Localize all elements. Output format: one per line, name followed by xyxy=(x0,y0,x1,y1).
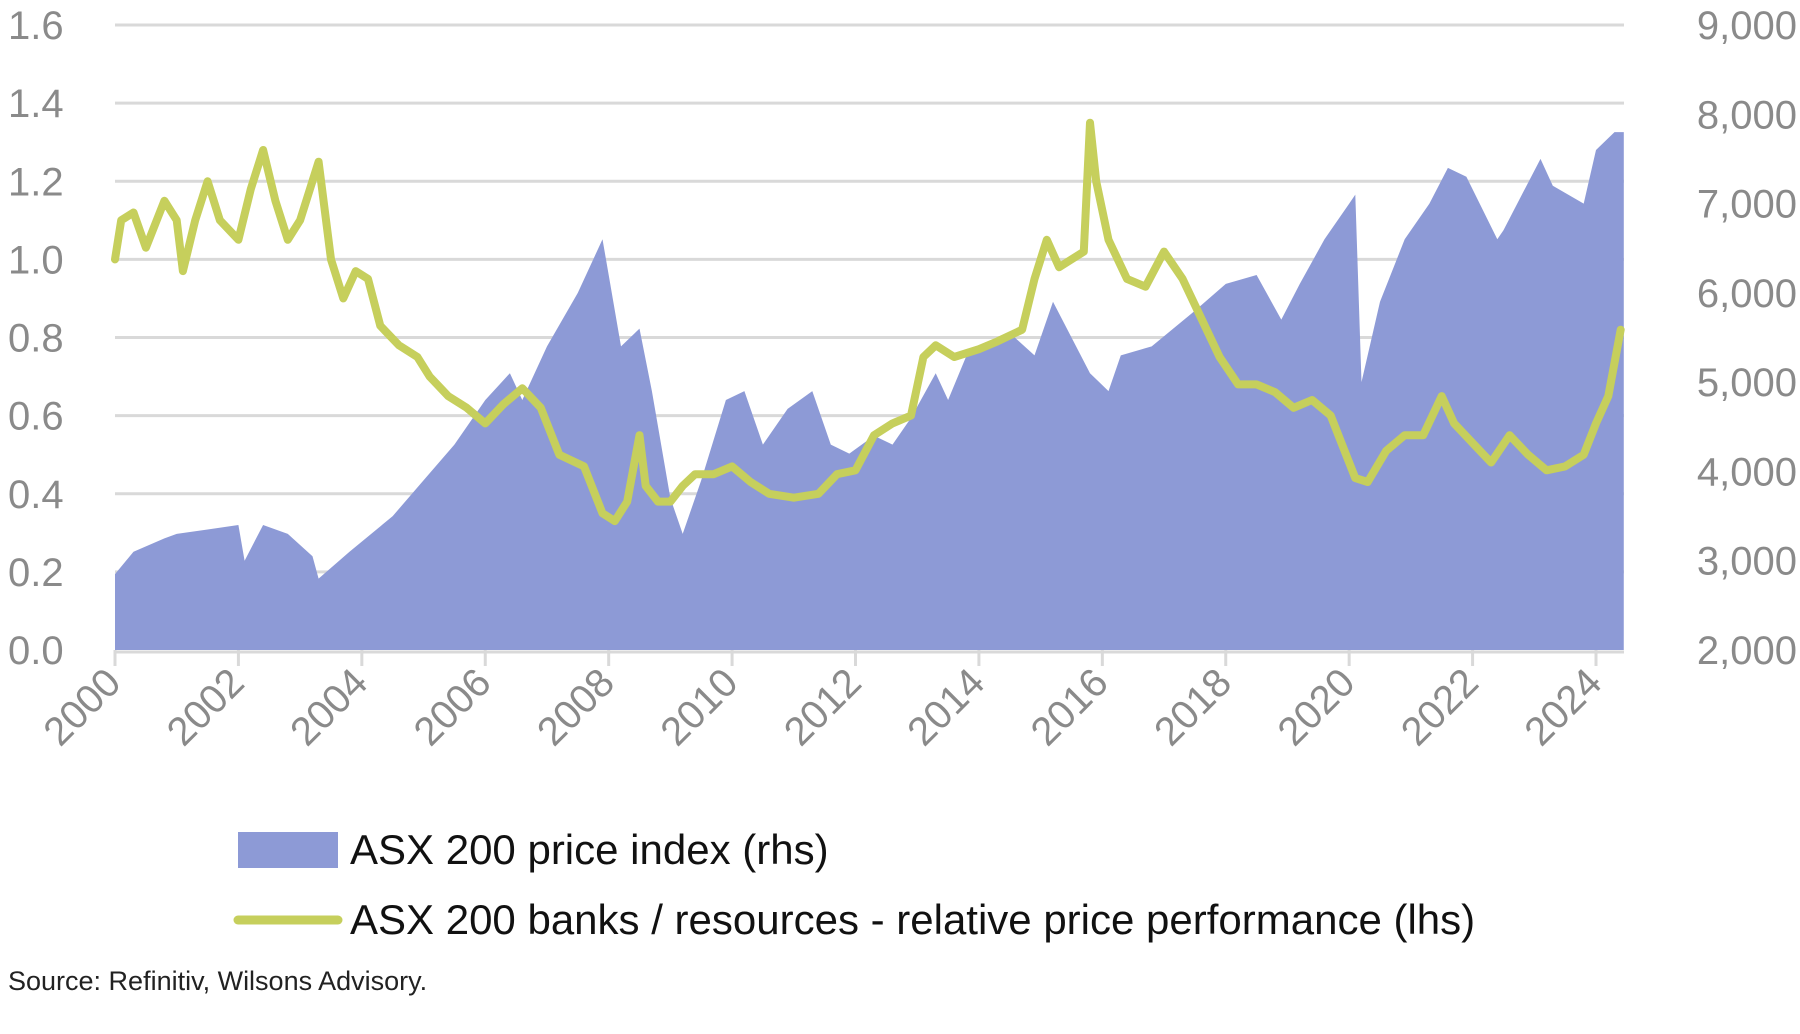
source-note: Source: Refinitiv, Wilsons Advisory. xyxy=(8,966,428,996)
y-left-tick-label: 0.0 xyxy=(8,629,64,673)
y-left-tick-label: 1.6 xyxy=(8,4,64,48)
y-left-tick-label: 0.4 xyxy=(8,473,64,517)
x-tick-label: 2012 xyxy=(776,660,870,754)
y-right-tick-label: 7,000 xyxy=(1697,183,1797,227)
y-left-tick-label: 0.8 xyxy=(8,317,64,361)
y-left-tick-label: 0.6 xyxy=(8,395,64,439)
x-tick-label: 2008 xyxy=(529,660,623,754)
y-left-tick-label: 0.2 xyxy=(8,551,64,595)
x-tick-label: 2024 xyxy=(1516,660,1610,754)
legend-label-area: ASX 200 price index (rhs) xyxy=(350,826,829,873)
y-right-tick-label: 3,000 xyxy=(1697,540,1797,584)
y-right-tick-label: 2,000 xyxy=(1697,629,1797,673)
y-right-tick-label: 6,000 xyxy=(1697,272,1797,316)
x-tick-label: 2010 xyxy=(652,660,746,754)
y-left-tick-label: 1.2 xyxy=(8,160,64,204)
legend-label-line: ASX 200 banks / resources - relative pri… xyxy=(350,896,1475,943)
asx200-area xyxy=(115,132,1624,651)
y-right-tick-label: 5,000 xyxy=(1697,361,1797,405)
x-tick-label: 2004 xyxy=(282,660,376,754)
x-tick-label: 2018 xyxy=(1146,660,1240,754)
x-tick-label: 2022 xyxy=(1393,660,1487,754)
x-tick-label: 2014 xyxy=(899,660,993,754)
legend-swatch-area xyxy=(238,832,338,868)
y-left-tick-label: 1.0 xyxy=(8,238,64,282)
relative-performance-line xyxy=(111,118,1625,526)
x-tick-label: 2020 xyxy=(1269,660,1363,754)
y-right-tick-label: 9,000 xyxy=(1697,4,1797,48)
y-left-tick-label: 1.4 xyxy=(8,82,64,126)
y-right-tick-label: 8,000 xyxy=(1697,93,1797,137)
x-tick-label: 2000 xyxy=(35,660,129,754)
y-right-tick-label: 4,000 xyxy=(1697,450,1797,494)
x-tick-label: 2002 xyxy=(159,660,253,754)
x-tick-label: 2006 xyxy=(406,660,500,754)
x-tick-label: 2016 xyxy=(1023,660,1117,754)
